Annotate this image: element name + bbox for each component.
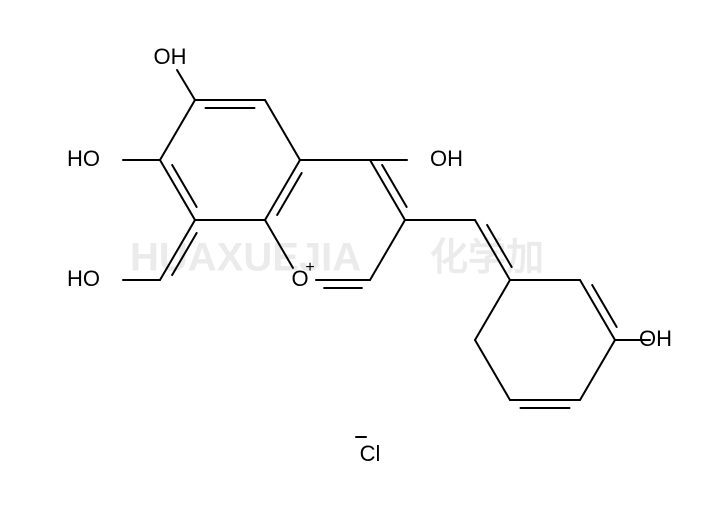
- atom-label-OH: OH: [430, 146, 463, 171]
- molecule-figure: HUAXUEJIA化学加O+HOHOOHOHOHCl: [0, 0, 703, 520]
- atom-label-OH: OH: [639, 326, 672, 351]
- atom-label-OH: OH: [154, 44, 187, 69]
- atom-label-HO: HO: [67, 146, 100, 171]
- atom-label-HO: HO: [67, 266, 100, 291]
- counterion-label: Cl: [360, 441, 381, 466]
- atom-charge: +: [305, 259, 314, 276]
